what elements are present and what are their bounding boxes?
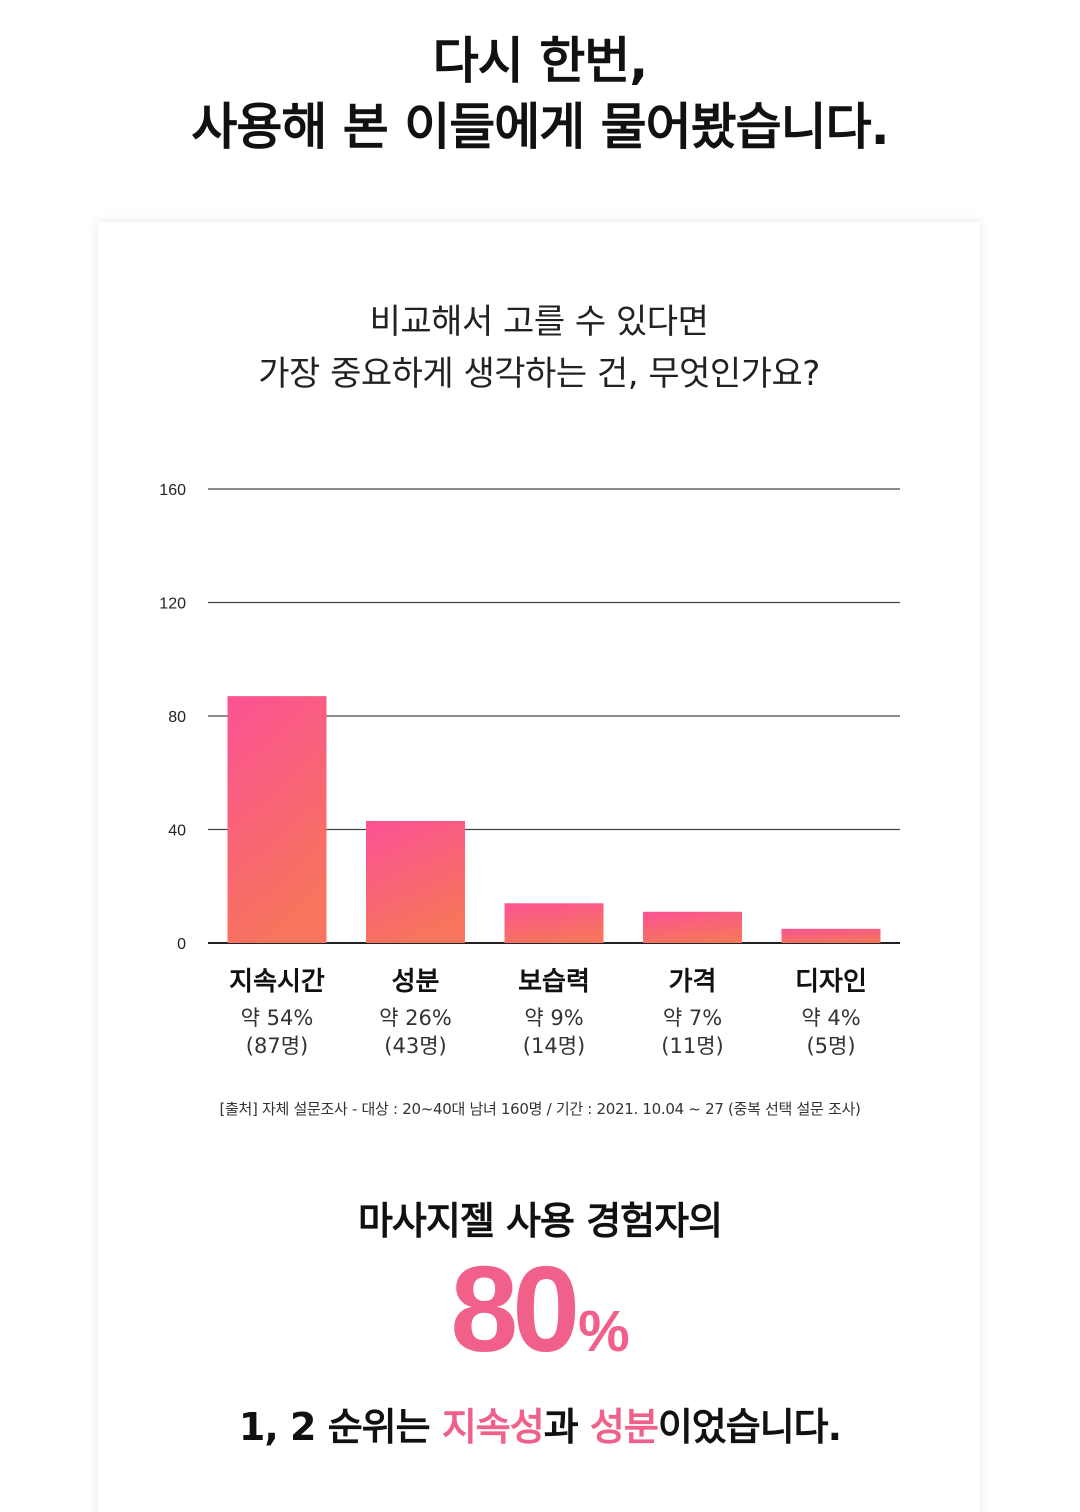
big-percent-unit: %: [578, 1299, 630, 1364]
category-label: 디자인: [795, 967, 867, 997]
bar-4: [781, 928, 881, 943]
category-label: 성분: [392, 967, 440, 997]
source-note: [출처] 자체 설문조사 - 대상 : 20~40대 남녀 160명 / 기간 …: [219, 1100, 861, 1118]
result-prefix: 1, 2 순위는: [238, 1405, 442, 1449]
percent-label: 약 26%: [379, 1006, 452, 1030]
big-percent-number: 80: [450, 1241, 580, 1377]
result-mid: 과: [543, 1405, 590, 1449]
result-suffix: 이었습니다.: [657, 1405, 842, 1449]
count-label: (87명): [246, 1034, 308, 1058]
count-label: (43명): [384, 1034, 446, 1058]
question-line-1: 비교해서 고를 수 있다면: [369, 302, 709, 342]
bar-1: [366, 820, 465, 943]
y-tick-label: 160: [159, 482, 186, 499]
bar-0: [227, 696, 327, 943]
summary-line: 마사지젤 사용 경험자의: [357, 1199, 723, 1243]
percent-label: 약 54%: [241, 1006, 314, 1030]
chart-bars: [227, 696, 881, 943]
y-tick-label: 0: [177, 936, 186, 953]
percent-label: 약 7%: [663, 1006, 722, 1030]
headline: 다시 한번, 사용해 본 이들에게 물어봤습니다.: [0, 28, 1080, 160]
bar-3: [643, 911, 742, 943]
bar-2: [504, 903, 604, 943]
category-label: 보습력: [518, 967, 590, 997]
y-tick-label: 120: [159, 596, 186, 613]
survey-question: 비교해서 고를 수 있다면 가장 중요하게 생각하는 건, 무엇인가요?: [98, 296, 980, 400]
count-label: (5명): [806, 1034, 855, 1058]
big-percent: 80%: [0, 1248, 1080, 1370]
highlight-ingredients: 성분: [589, 1405, 659, 1449]
y-tick-label: 80: [168, 709, 186, 726]
count-label: (14명): [523, 1034, 585, 1058]
highlight-durability: 지속성: [441, 1405, 545, 1449]
count-label: (11명): [661, 1034, 723, 1058]
question-line-2: 가장 중요하게 생각하는 건, 무엇인가요?: [258, 354, 820, 394]
result-line: 1, 2 순위는 지속성과 성분이었습니다.: [0, 1396, 1080, 1451]
headline-line-1: 다시 한번,: [432, 32, 648, 90]
category-label: 지속시간: [229, 967, 325, 997]
percent-label: 약 9%: [524, 1006, 583, 1030]
category-label: 가격: [669, 967, 717, 997]
y-tick-label: 40: [168, 823, 186, 840]
percent-label: 약 4%: [801, 1006, 860, 1030]
headline-line-2: 사용해 본 이들에게 물어봤습니다.: [191, 98, 889, 156]
